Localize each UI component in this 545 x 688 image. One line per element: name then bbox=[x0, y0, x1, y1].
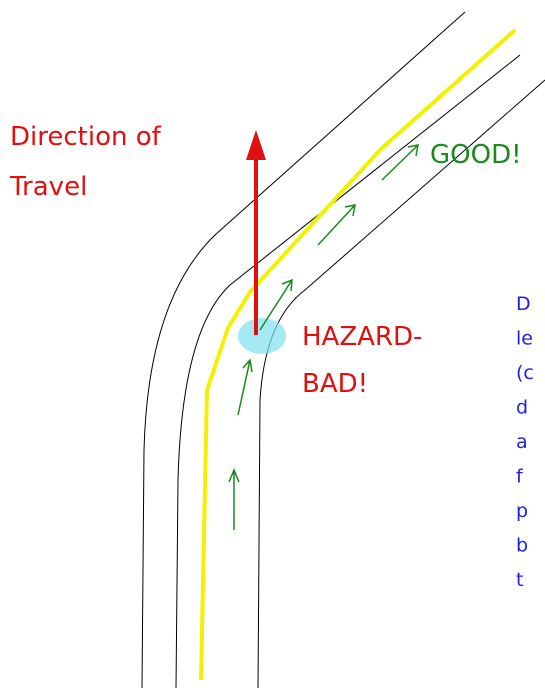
hazard-spot bbox=[238, 318, 286, 354]
hazard-label: HAZARD- bbox=[302, 322, 422, 352]
diagram: Direction of Travel GOOD! HAZARD- BAD! D… bbox=[0, 0, 545, 688]
side-note-line: (c bbox=[516, 362, 534, 384]
side-note-line: p bbox=[516, 500, 528, 522]
good-label: GOOD! bbox=[430, 140, 522, 170]
side-note-line: le bbox=[516, 328, 533, 350]
side-note-line: a bbox=[516, 431, 528, 453]
hazard-label: BAD! bbox=[302, 369, 368, 399]
page: Direction of Travel GOOD! HAZARD- BAD! D… bbox=[0, 0, 545, 688]
direction-label: Travel bbox=[9, 172, 87, 202]
side-note-line: b bbox=[516, 535, 528, 557]
side-note-line: t bbox=[516, 569, 523, 591]
direction-label: Direction of bbox=[10, 122, 162, 152]
side-note-line: d bbox=[516, 397, 528, 419]
side-note-line: D bbox=[516, 293, 531, 315]
